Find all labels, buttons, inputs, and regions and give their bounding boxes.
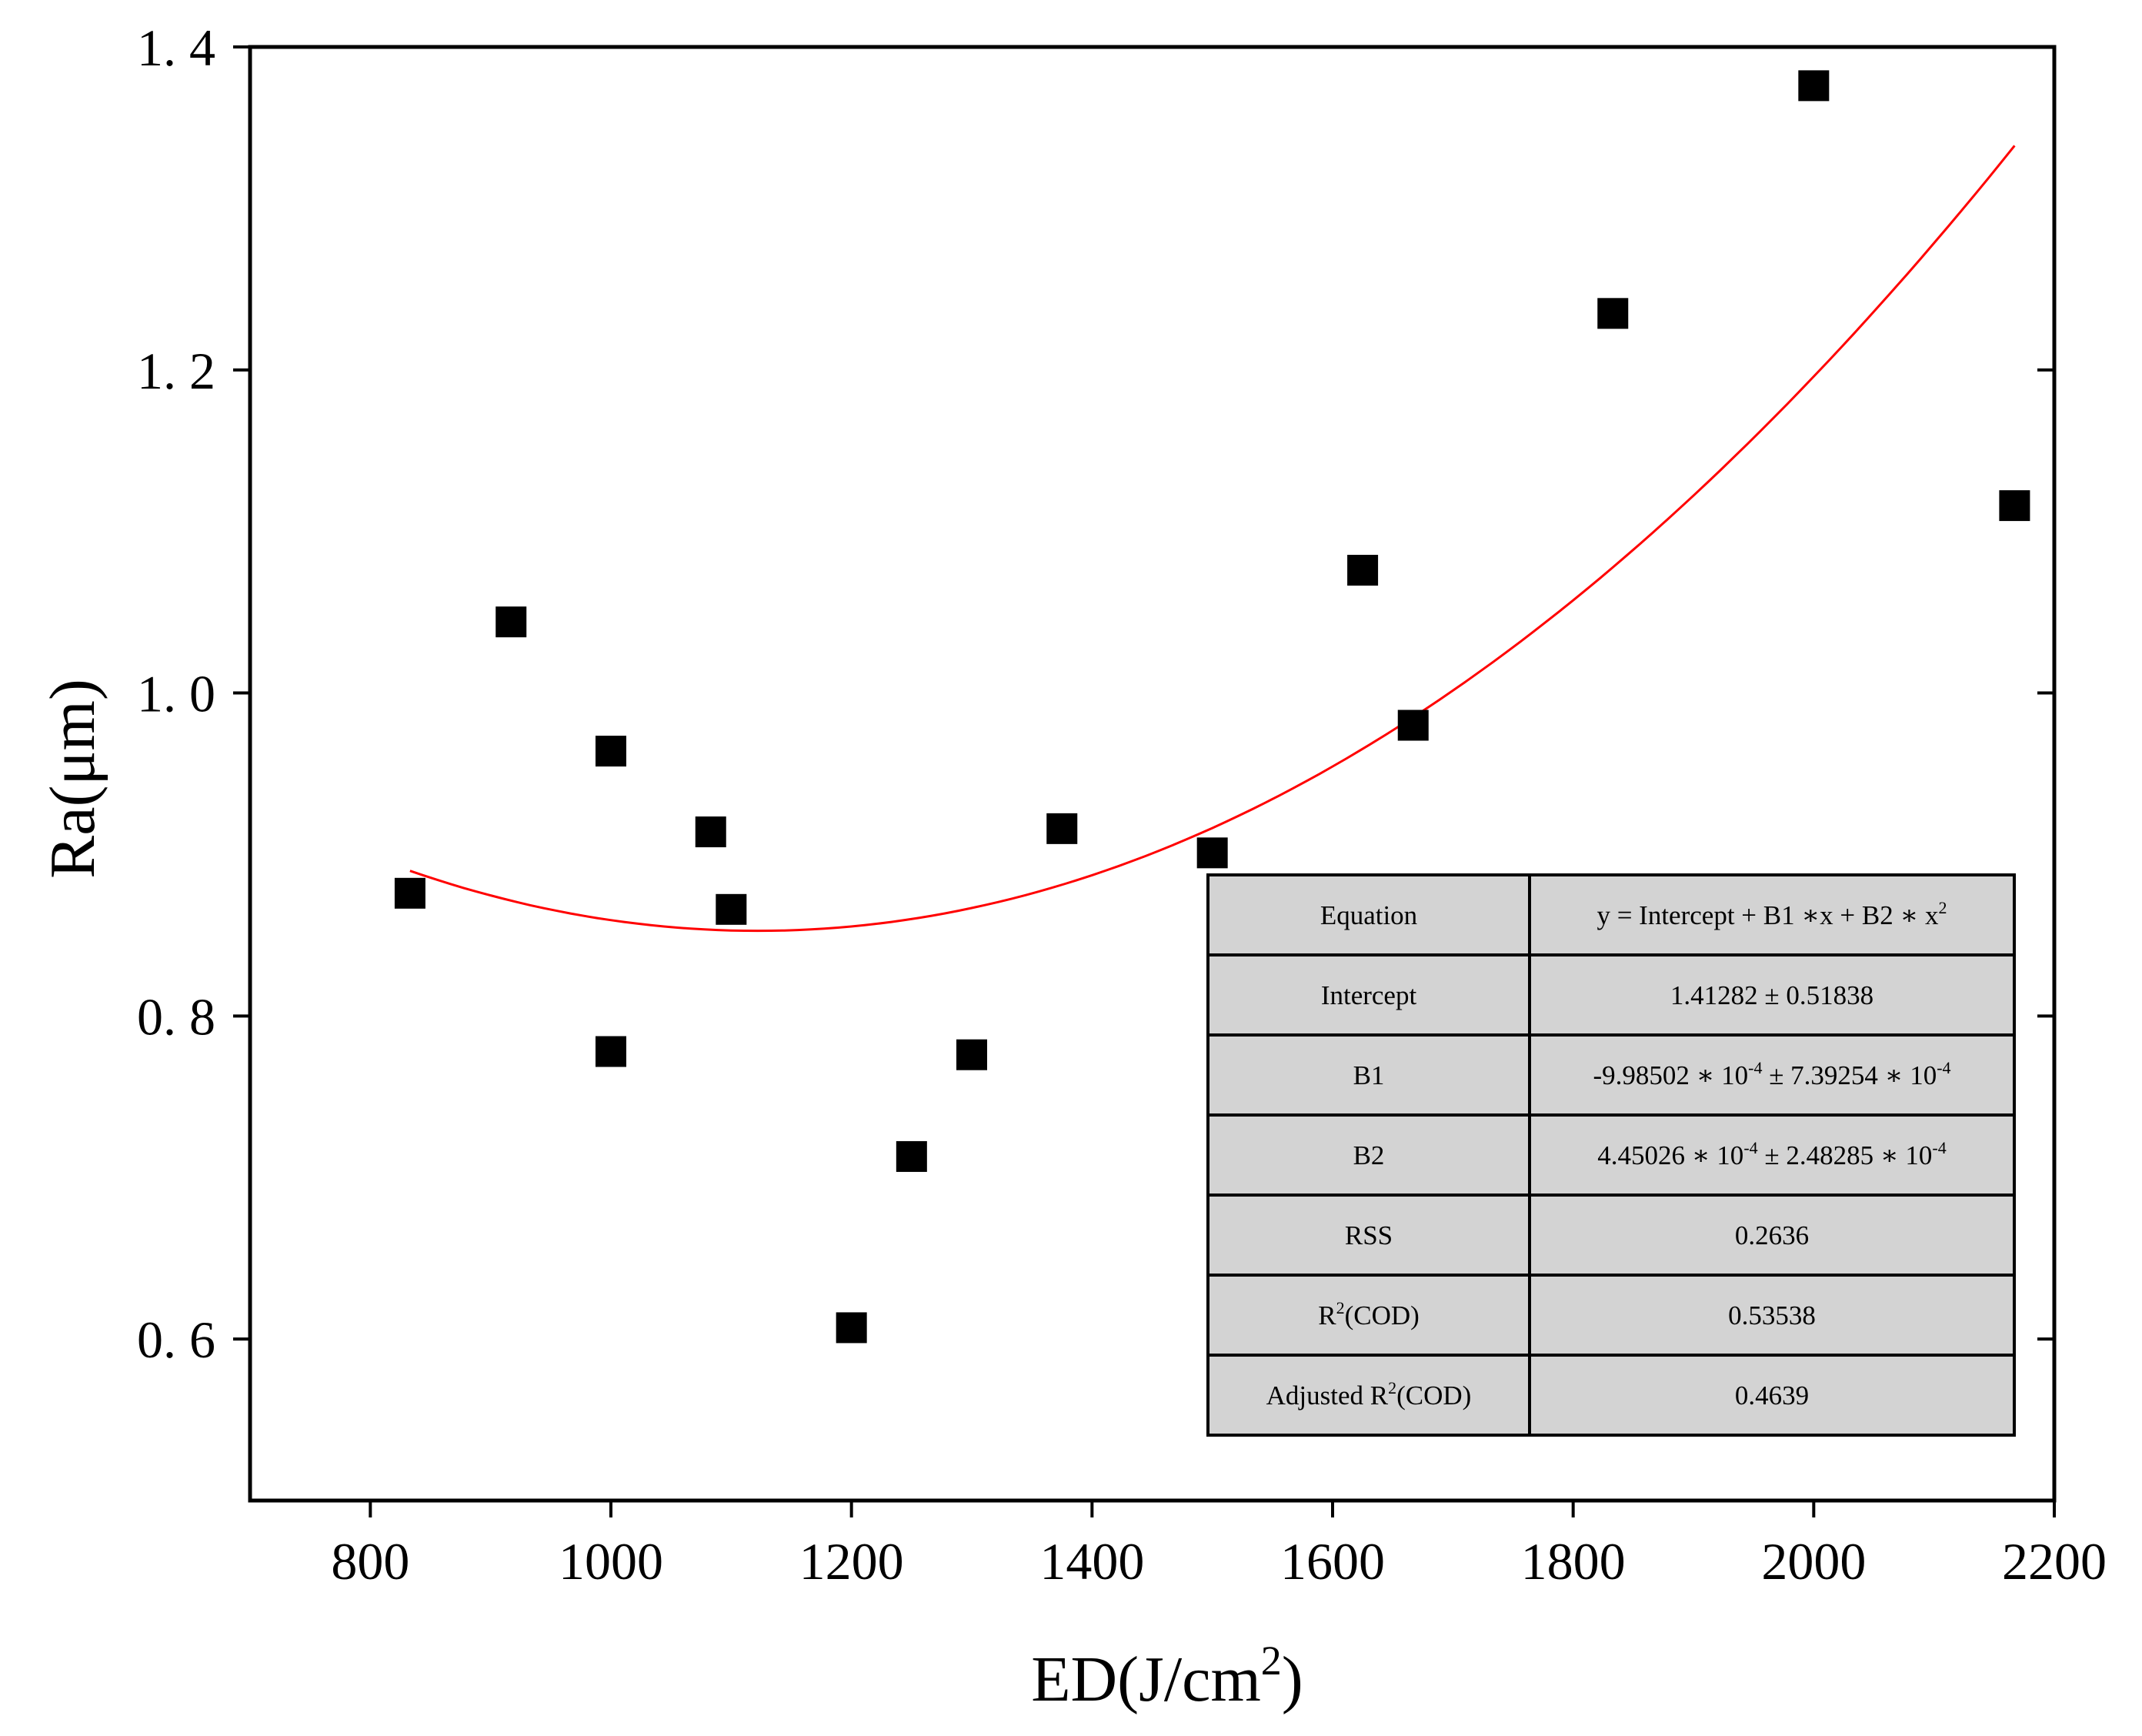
table-cell-value — [1528, 1113, 2016, 1197]
table-label-5: R2(COD) — [1318, 1298, 1420, 1330]
x-tick-label-2200: 2200 — [2002, 1532, 2107, 1591]
table-label-0: Equation — [1320, 900, 1417, 930]
x-tick-label-800: 800 — [331, 1532, 409, 1591]
plot-frame — [248, 45, 2057, 1503]
data-point — [1046, 813, 1078, 844]
table-value-0: y = Intercept + B1 ∗x + B2 ∗ x2 — [1596, 898, 1947, 930]
data-point — [394, 877, 425, 909]
data-point — [596, 736, 626, 767]
table-label-4: RSS — [1345, 1220, 1393, 1250]
x-tick-label-2000: 2000 — [1761, 1532, 1866, 1591]
fit-curve — [409, 145, 2016, 933]
table-cell-value — [1528, 1274, 2016, 1357]
y-tick-label-1. 0: 1. 0 — [137, 665, 215, 723]
table-cell-value — [1528, 953, 2016, 1037]
table-cell-value — [1528, 873, 2016, 956]
data-point — [716, 893, 747, 925]
table-value-3: 4.45026 ∗ 10-4 ± 2.48285 ∗ 10-4 — [1597, 1138, 1946, 1170]
table-value-6: 0.4639 — [1735, 1380, 1809, 1410]
y-tick-label-1. 4: 1. 4 — [137, 18, 215, 77]
table-value-5: 0.53538 — [1728, 1300, 1816, 1330]
data-point — [1397, 709, 1429, 741]
table-value-2: -9.98502 ∗ 10-4 ± 7.39254 ∗ 10-4 — [1593, 1058, 1950, 1090]
data-point — [1999, 490, 2030, 522]
table-cell-label — [1206, 1194, 1531, 1277]
x-tick-label-1000: 1000 — [559, 1532, 663, 1591]
y-tick-label-1. 2: 1. 2 — [137, 342, 215, 400]
x-tick-label-1600: 1600 — [1280, 1532, 1385, 1591]
data-point — [896, 1140, 927, 1172]
y-tick-label-0. 6: 0. 6 — [137, 1310, 215, 1369]
fit-parameters-table: Equation y = Intercept + B1 ∗x + B2 ∗ x2 I… — [1206, 873, 2016, 1437]
x-tick-label-1200: 1200 — [799, 1532, 904, 1591]
data-point — [836, 1312, 867, 1344]
table-cell-label — [1206, 873, 1531, 956]
data-point — [1798, 70, 1830, 102]
table-value-1: 1.41282 ± 0.51838 — [1670, 980, 1873, 1010]
table-cell-value — [1528, 1354, 2016, 1437]
x-axis-title: ED(J/cm2) — [1031, 1638, 1303, 1715]
y-axis-title: Ra(μm) — [37, 679, 108, 879]
table-cell-value — [1528, 1194, 2016, 1277]
data-point — [1597, 298, 1629, 329]
data-point — [596, 1036, 626, 1067]
data-points — [394, 70, 2030, 1344]
table-value-4: 0.2636 — [1735, 1220, 1809, 1250]
table-cell-label — [1206, 953, 1531, 1037]
data-point — [695, 816, 726, 848]
x-tick-label-1800: 1800 — [1521, 1532, 1626, 1591]
table-label-2: B1 — [1353, 1060, 1385, 1090]
data-point — [495, 606, 527, 638]
x-axis-ticks: 800 1000 1200 1400 1600 1800 2000 2200 — [331, 1501, 2107, 1591]
table-label-3: B2 — [1353, 1140, 1385, 1170]
table-label-6: Adjusted R2(COD) — [1266, 1378, 1472, 1410]
data-point — [1347, 555, 1379, 586]
table-label-1: Intercept — [1321, 980, 1417, 1010]
data-point — [956, 1039, 987, 1070]
data-point — [1196, 837, 1228, 869]
y-tick-label-0. 8: 0. 8 — [137, 987, 215, 1046]
y-axis-ticks: 0. 6 0. 8 1. 0 1. 2 1. 4 — [137, 18, 2054, 1369]
x-tick-label-1400: 1400 — [1039, 1532, 1144, 1591]
